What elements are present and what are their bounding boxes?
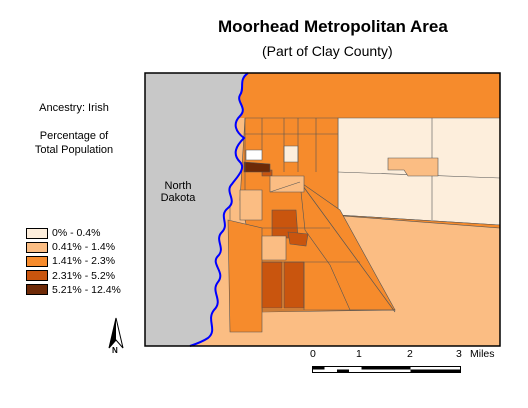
scale-unit: Miles	[470, 348, 495, 360]
scale-tick: 0	[310, 348, 316, 360]
north-arrow-icon: N	[104, 316, 128, 363]
tract-dark-1	[261, 261, 283, 309]
legend-item: 0% - 0.4%	[26, 226, 121, 240]
map-subtitle: (Part of Clay County)	[262, 43, 393, 59]
tract-darkest	[243, 161, 271, 173]
north-dakota-label: North Dakota	[160, 180, 196, 204]
tract-dark-2	[283, 261, 305, 309]
scale-tick: 3	[456, 348, 462, 360]
tract-southwest	[227, 219, 263, 333]
tract-east-small	[387, 157, 439, 177]
legend-item: 1.41% - 2.3%	[26, 254, 121, 268]
legend-item: 5.21% - 12.4%	[26, 283, 121, 297]
red-river-line	[189, 72, 249, 347]
legend-swatch	[26, 284, 48, 296]
legend-item: 2.31% - 5.2%	[26, 269, 121, 283]
measure-label-line2: Total Population	[34, 144, 114, 156]
tract-north-band	[230, 73, 500, 118]
legend-swatch	[26, 255, 48, 267]
scale-bar-graphic	[312, 366, 461, 373]
legend-swatch	[26, 270, 48, 282]
legend: 0% - 0.4% 0.41% - 1.4% 1.41% - 2.3% 2.31…	[26, 226, 121, 297]
map-title: Moorhead Metropolitan Area	[218, 17, 448, 36]
scale-tick: 1	[356, 348, 362, 360]
north-label: N	[112, 346, 118, 355]
legend-item: 0.41% - 1.4%	[26, 240, 121, 254]
legend-swatch	[26, 241, 48, 253]
scale-tick: 2	[407, 348, 413, 360]
north-dakota-area	[145, 73, 248, 346]
measure-label-line1: Percentage of	[39, 130, 109, 142]
topic-label: Ancestry: Irish	[39, 102, 109, 114]
legend-swatch	[26, 227, 48, 239]
